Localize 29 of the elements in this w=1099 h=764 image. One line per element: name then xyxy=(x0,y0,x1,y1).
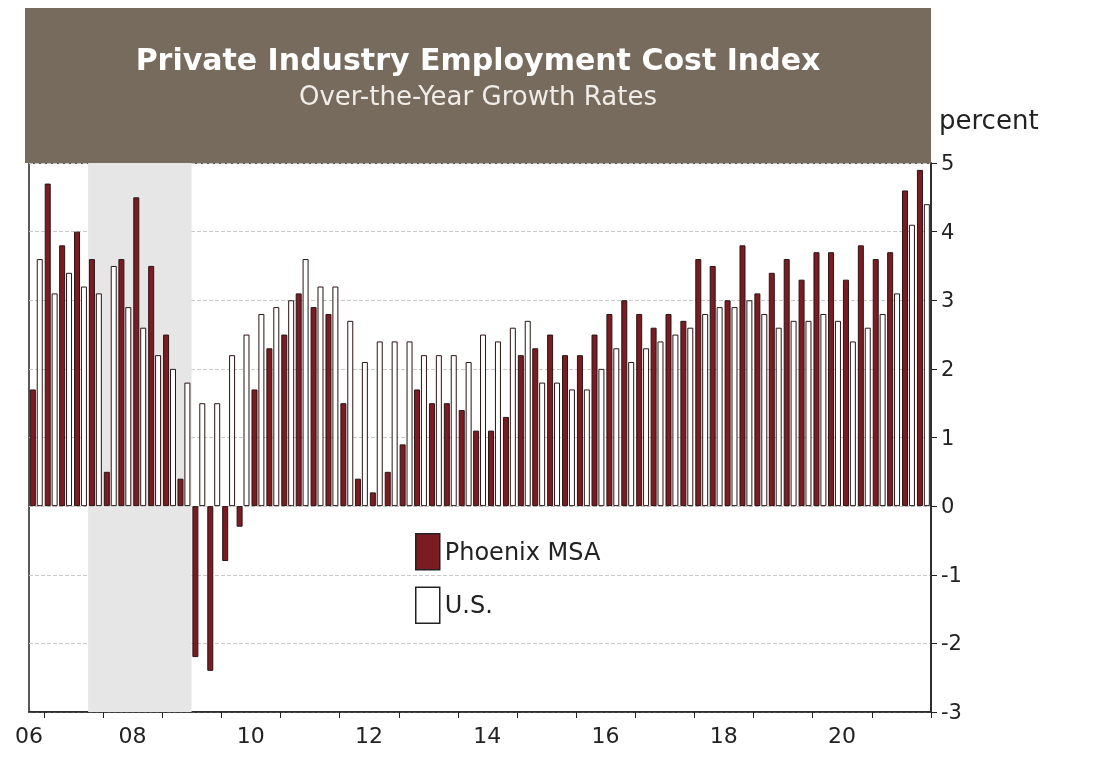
legend-label: U.S. xyxy=(444,591,493,620)
y-tick-label: 1 xyxy=(941,425,955,450)
chart-title: Private Industry Employment Cost Index xyxy=(134,42,822,77)
y-tick-label: 4 xyxy=(941,219,955,244)
x-tick-label: 20 xyxy=(828,722,857,748)
bar xyxy=(214,403,221,507)
bar xyxy=(222,506,229,562)
y-axis-title: percent xyxy=(939,105,1039,135)
bar xyxy=(236,506,243,527)
x-tick-label: 16 xyxy=(591,722,620,748)
x-tick-label: 10 xyxy=(236,722,265,748)
y-tick-label: -1 xyxy=(941,562,962,587)
chart-subtitle: Over-the-Year Growth Rates xyxy=(297,81,659,111)
y-tick-label: 0 xyxy=(941,494,955,519)
bar xyxy=(199,403,206,507)
x-tick-label: 12 xyxy=(355,722,384,748)
x-tick-label: 18 xyxy=(709,722,738,748)
x-tick-label: 08 xyxy=(118,722,147,748)
bar xyxy=(207,506,214,671)
legend-label: Phoenix MSA xyxy=(444,537,601,566)
y-tick-label: -3 xyxy=(941,700,962,724)
x-tick-label: 14 xyxy=(473,722,502,748)
y-tick-label: 5 xyxy=(941,151,955,175)
y-tick-label: 3 xyxy=(941,288,955,313)
bar xyxy=(229,355,236,507)
y-tick-label: 2 xyxy=(941,356,955,381)
bar xyxy=(192,506,199,658)
x-tick-label: 06 xyxy=(15,722,43,748)
y-tick-label: -2 xyxy=(941,631,962,656)
